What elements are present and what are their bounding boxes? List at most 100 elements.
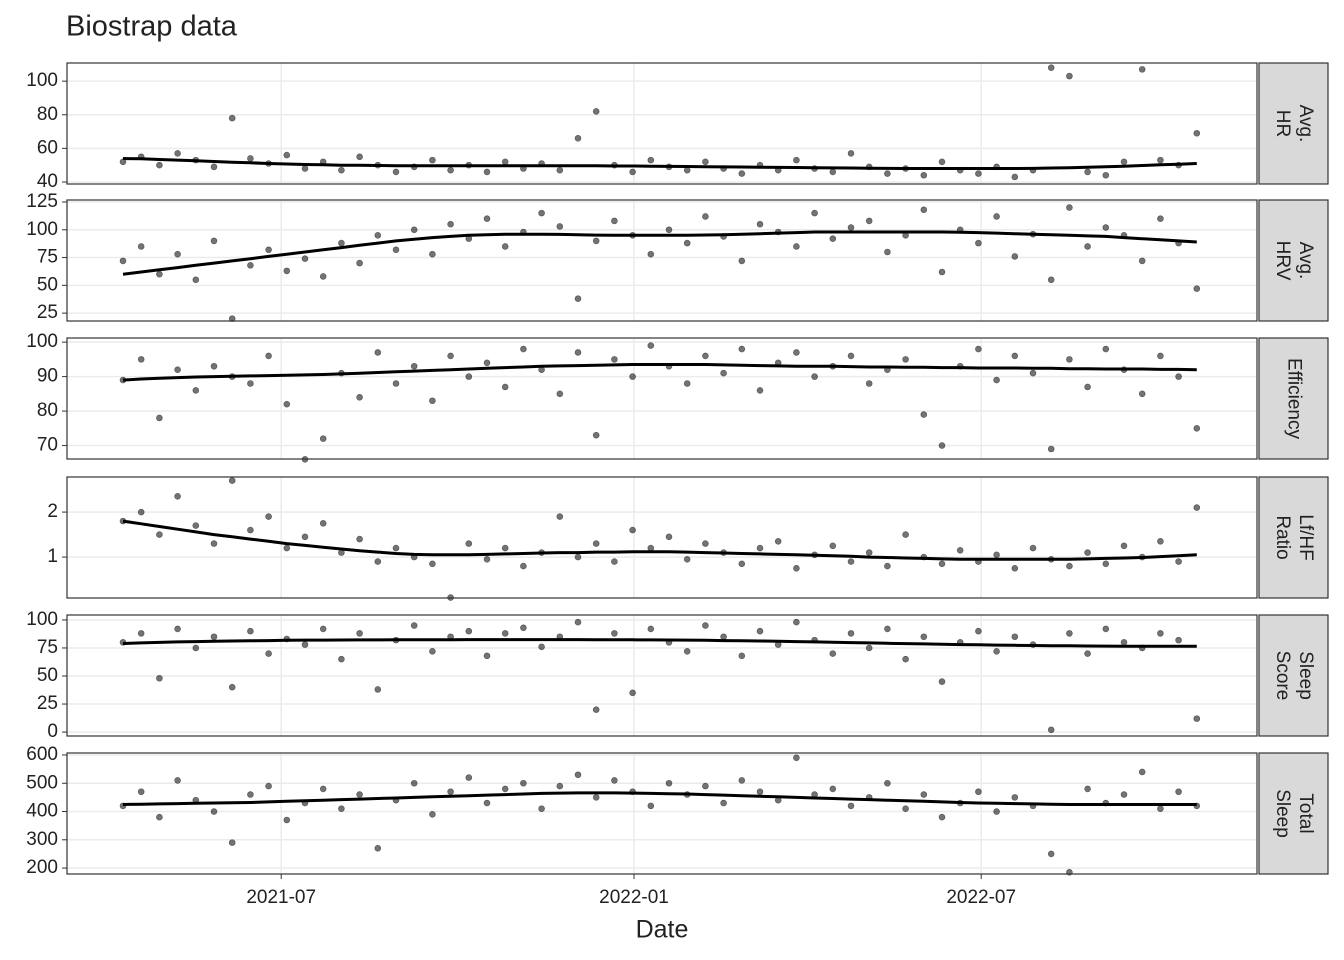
data-point (483, 652, 491, 660)
data-point (356, 153, 363, 161)
data-point (483, 359, 491, 367)
panel-border (66, 476, 1258, 599)
panel-background (67, 200, 1257, 321)
data-point (156, 813, 163, 821)
data-point (793, 243, 800, 250)
data-point (556, 223, 564, 230)
data-point (283, 267, 291, 275)
data-point (1120, 791, 1128, 798)
data-point (410, 622, 418, 629)
data-point (902, 531, 909, 538)
data-point (429, 250, 436, 258)
data-point (392, 380, 400, 387)
smooth-line (122, 791, 1197, 806)
smooth-line (122, 363, 1197, 382)
data-point (1175, 373, 1182, 380)
data-point (356, 535, 363, 543)
data-point (1138, 257, 1146, 265)
data-point (1120, 639, 1128, 646)
strip-label: Avg. (1295, 105, 1316, 143)
y-tick-label: 75 (37, 247, 58, 268)
data-point (920, 633, 928, 641)
data-point (902, 356, 909, 363)
data-point (392, 168, 400, 176)
data-point (174, 150, 181, 157)
data-point (1175, 636, 1182, 644)
data-point (1138, 390, 1146, 398)
data-point (447, 166, 454, 174)
data-point (137, 630, 145, 637)
data-point (319, 435, 327, 442)
data-point (301, 255, 309, 262)
strip (1258, 62, 1329, 185)
y-tick-label: 40 (37, 171, 58, 192)
data-point (756, 544, 764, 552)
data-point (884, 625, 891, 633)
data-point (756, 220, 764, 228)
data-point (1047, 276, 1055, 284)
data-point (738, 652, 746, 660)
data-point (683, 380, 691, 387)
y-tick-label: 70 (37, 435, 58, 456)
y-tick-label: 0 (47, 721, 58, 742)
data-point (811, 373, 818, 380)
data-point (902, 805, 909, 812)
data-point (1011, 633, 1019, 641)
data-point (174, 493, 181, 500)
data-point (210, 362, 218, 370)
data-point (1175, 788, 1182, 796)
data-point (1157, 630, 1164, 637)
data-point (738, 170, 746, 177)
data-point (720, 633, 727, 641)
data-point (210, 163, 218, 171)
data-point (847, 352, 855, 360)
data-point (410, 779, 418, 787)
y-tick-label: 25 (37, 302, 58, 323)
data-point (647, 342, 655, 349)
y-tick-label: 125 (26, 191, 58, 212)
data-point (592, 237, 600, 245)
data-point (501, 544, 509, 552)
data-point (702, 158, 709, 166)
data-point (174, 625, 181, 633)
data-point (356, 393, 363, 401)
data-point (1047, 850, 1055, 858)
data-point (210, 633, 218, 641)
data-point (702, 782, 709, 790)
data-point (629, 168, 636, 176)
data-point (283, 816, 291, 824)
data-point (338, 655, 345, 663)
data-point (975, 239, 982, 247)
data-point (1011, 794, 1019, 801)
data-point (410, 362, 418, 370)
data-point (228, 114, 236, 122)
data-point (592, 108, 600, 115)
y-tick-label: 100 (26, 70, 58, 91)
data-point (301, 641, 309, 648)
data-point (228, 839, 236, 846)
strip-label: Lf/HF (1295, 514, 1316, 560)
data-point (119, 257, 127, 265)
data-point (756, 387, 764, 394)
data-point (429, 811, 436, 818)
y-tick-label: 100 (26, 219, 58, 240)
data-point (920, 206, 928, 214)
data-point (192, 522, 200, 529)
data-point (665, 226, 673, 234)
data-point (665, 779, 673, 787)
data-point (920, 411, 928, 418)
data-point (1066, 356, 1073, 363)
data-point (520, 345, 527, 353)
panel-border (66, 752, 1258, 875)
strip (1258, 614, 1329, 737)
data-point (1011, 173, 1019, 181)
data-point (392, 544, 400, 552)
data-point (865, 549, 873, 556)
data-point (374, 349, 382, 356)
data-point (847, 224, 855, 231)
data-point (611, 217, 618, 225)
y-tick-label: 50 (37, 274, 58, 295)
data-point (592, 540, 600, 547)
data-point (156, 414, 163, 422)
data-point (210, 540, 218, 547)
